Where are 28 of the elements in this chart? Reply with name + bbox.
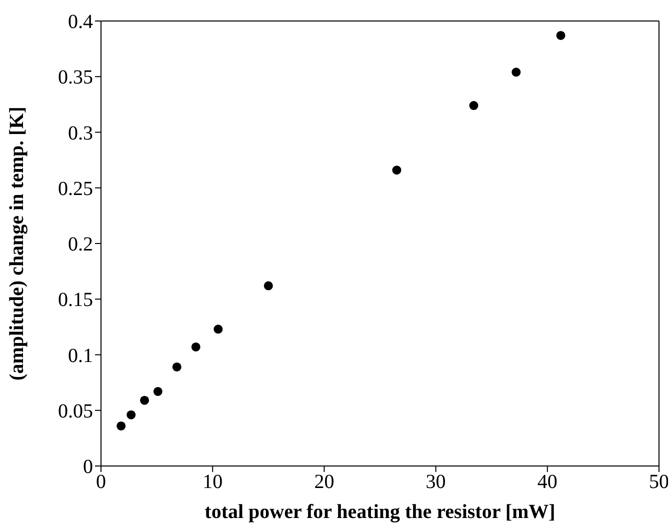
point	[126, 410, 136, 420]
y-tick-label: 0	[83, 456, 93, 478]
y-tick-label: 0.1	[68, 344, 93, 367]
x-tick-label: 20	[314, 471, 334, 494]
point	[512, 68, 521, 77]
x-tick-label: 40	[537, 471, 558, 494]
point	[556, 30, 566, 40]
y-tick-label: 0.25	[58, 178, 93, 200]
point	[392, 166, 402, 175]
point	[191, 342, 200, 352]
point	[469, 101, 478, 110]
point	[116, 421, 126, 430]
x-tick-label: 30	[426, 471, 446, 494]
point	[153, 386, 162, 396]
x-tick-label: 50	[649, 471, 669, 494]
point	[172, 362, 182, 372]
y-tick-label: 0.2	[68, 234, 93, 256]
y-tick-label: 0.3	[68, 122, 93, 144]
y-tick-label: 0.4	[68, 11, 93, 34]
y-axis-title: (amplitude) change in temp. [K]	[6, 106, 28, 380]
x-tick-label: 10	[202, 471, 223, 494]
y-tick-label: 0.15	[58, 289, 93, 312]
point	[214, 324, 223, 334]
y-tick-label: 0.05	[58, 400, 93, 422]
y-tick-label: 0.35	[58, 66, 93, 89]
point	[140, 396, 150, 405]
x-axis-title: total power for heating the resistor [mW]	[204, 501, 556, 523]
point	[264, 281, 273, 290]
